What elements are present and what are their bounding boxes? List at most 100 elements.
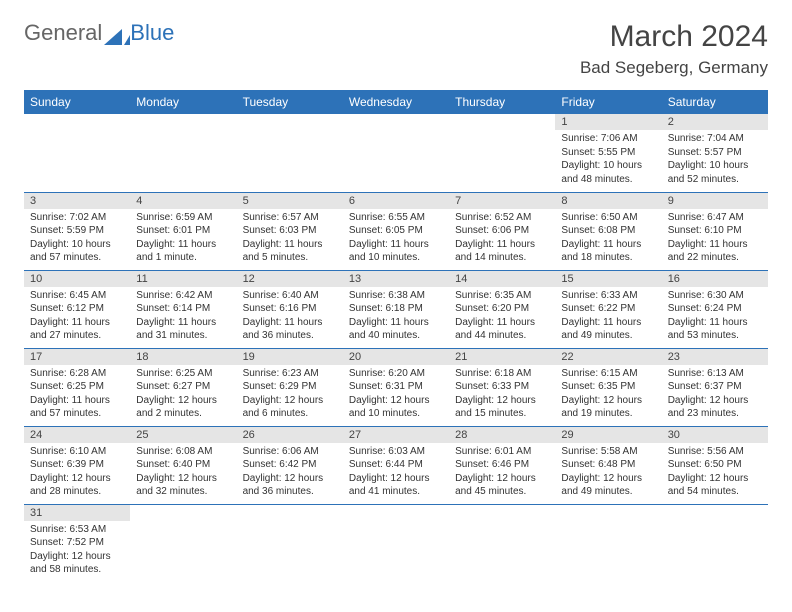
day-detail-line: and 31 minutes. xyxy=(136,329,230,343)
calendar-day-cell: 6Sunrise: 6:55 AMSunset: 6:05 PMDaylight… xyxy=(343,192,449,270)
day-detail-line: and 58 minutes. xyxy=(30,563,124,577)
day-details: Sunrise: 6:53 AMSunset: 7:52 PMDaylight:… xyxy=(24,521,130,581)
day-detail-line: Sunset: 7:52 PM xyxy=(30,536,124,550)
day-detail-line: and 18 minutes. xyxy=(561,251,655,265)
day-details: Sunrise: 6:15 AMSunset: 6:35 PMDaylight:… xyxy=(555,365,661,425)
day-detail-line: Sunset: 5:57 PM xyxy=(668,146,762,160)
day-detail-line: Daylight: 10 hours xyxy=(30,238,124,252)
weekday-header-row: SundayMondayTuesdayWednesdayThursdayFrid… xyxy=(24,90,768,114)
day-number: 30 xyxy=(662,427,768,443)
weekday-header: Saturday xyxy=(662,90,768,114)
weekday-header: Thursday xyxy=(449,90,555,114)
day-detail-line: Sunrise: 6:42 AM xyxy=(136,289,230,303)
logo: General Blue xyxy=(24,20,174,46)
day-detail-line: Sunset: 6:08 PM xyxy=(561,224,655,238)
day-details: Sunrise: 6:25 AMSunset: 6:27 PMDaylight:… xyxy=(130,365,236,425)
day-detail-line: and 36 minutes. xyxy=(243,485,337,499)
day-detail-line: and 57 minutes. xyxy=(30,407,124,421)
day-detail-line: Sunset: 6:18 PM xyxy=(349,302,443,316)
day-details: Sunrise: 6:47 AMSunset: 6:10 PMDaylight:… xyxy=(662,209,768,269)
day-number: 3 xyxy=(24,193,130,209)
day-detail-line: Sunrise: 5:56 AM xyxy=(668,445,762,459)
day-detail-line: Daylight: 11 hours xyxy=(455,238,549,252)
day-detail-line: Sunset: 6:50 PM xyxy=(668,458,762,472)
day-detail-line: and 57 minutes. xyxy=(30,251,124,265)
day-detail-line: Sunrise: 6:35 AM xyxy=(455,289,549,303)
calendar-day-cell xyxy=(343,114,449,192)
day-detail-line: Daylight: 11 hours xyxy=(349,238,443,252)
day-number: 16 xyxy=(662,271,768,287)
calendar-day-cell xyxy=(130,504,236,582)
day-detail-line: Sunset: 6:03 PM xyxy=(243,224,337,238)
calendar-week-row: 24Sunrise: 6:10 AMSunset: 6:39 PMDayligh… xyxy=(24,426,768,504)
day-detail-line: Sunrise: 6:47 AM xyxy=(668,211,762,225)
calendar-day-cell: 14Sunrise: 6:35 AMSunset: 6:20 PMDayligh… xyxy=(449,270,555,348)
day-number: 29 xyxy=(555,427,661,443)
day-detail-line: Daylight: 11 hours xyxy=(668,238,762,252)
day-detail-line: Daylight: 12 hours xyxy=(668,394,762,408)
day-detail-line: Sunset: 6:01 PM xyxy=(136,224,230,238)
title-block: March 2024 Bad Segeberg, Germany xyxy=(580,20,768,78)
day-detail-line: Daylight: 11 hours xyxy=(561,238,655,252)
calendar-day-cell: 28Sunrise: 6:01 AMSunset: 6:46 PMDayligh… xyxy=(449,426,555,504)
day-number: 25 xyxy=(130,427,236,443)
calendar-week-row: 31Sunrise: 6:53 AMSunset: 7:52 PMDayligh… xyxy=(24,504,768,582)
calendar-day-cell: 5Sunrise: 6:57 AMSunset: 6:03 PMDaylight… xyxy=(237,192,343,270)
calendar-day-cell: 2Sunrise: 7:04 AMSunset: 5:57 PMDaylight… xyxy=(662,114,768,192)
day-number: 5 xyxy=(237,193,343,209)
day-detail-line: Sunrise: 6:59 AM xyxy=(136,211,230,225)
weekday-header: Tuesday xyxy=(237,90,343,114)
day-detail-line: Daylight: 12 hours xyxy=(30,550,124,564)
calendar-day-cell xyxy=(449,504,555,582)
day-detail-line: and 41 minutes. xyxy=(349,485,443,499)
day-details: Sunrise: 6:10 AMSunset: 6:39 PMDaylight:… xyxy=(24,443,130,503)
day-details: Sunrise: 6:52 AMSunset: 6:06 PMDaylight:… xyxy=(449,209,555,269)
day-detail-line: Sunrise: 6:08 AM xyxy=(136,445,230,459)
day-detail-line: Daylight: 10 hours xyxy=(561,159,655,173)
day-detail-line: Sunrise: 6:57 AM xyxy=(243,211,337,225)
calendar-day-cell xyxy=(237,114,343,192)
calendar-day-cell: 16Sunrise: 6:30 AMSunset: 6:24 PMDayligh… xyxy=(662,270,768,348)
day-detail-line: and 27 minutes. xyxy=(30,329,124,343)
calendar-week-row: 1Sunrise: 7:06 AMSunset: 5:55 PMDaylight… xyxy=(24,114,768,192)
calendar-day-cell: 21Sunrise: 6:18 AMSunset: 6:33 PMDayligh… xyxy=(449,348,555,426)
day-detail-line: Daylight: 12 hours xyxy=(561,472,655,486)
weekday-header: Monday xyxy=(130,90,236,114)
day-detail-line: and 52 minutes. xyxy=(668,173,762,187)
day-number: 12 xyxy=(237,271,343,287)
day-detail-line: Sunset: 6:29 PM xyxy=(243,380,337,394)
calendar-day-cell: 30Sunrise: 5:56 AMSunset: 6:50 PMDayligh… xyxy=(662,426,768,504)
day-details: Sunrise: 7:04 AMSunset: 5:57 PMDaylight:… xyxy=(662,130,768,190)
day-number: 9 xyxy=(662,193,768,209)
day-detail-line: and 10 minutes. xyxy=(349,251,443,265)
calendar-day-cell: 20Sunrise: 6:20 AMSunset: 6:31 PMDayligh… xyxy=(343,348,449,426)
day-detail-line: Sunrise: 7:02 AM xyxy=(30,211,124,225)
day-detail-line: Daylight: 12 hours xyxy=(349,472,443,486)
day-number: 20 xyxy=(343,349,449,365)
day-detail-line: and 2 minutes. xyxy=(136,407,230,421)
day-details: Sunrise: 6:59 AMSunset: 6:01 PMDaylight:… xyxy=(130,209,236,269)
day-detail-line: Daylight: 12 hours xyxy=(136,394,230,408)
day-detail-line: and 49 minutes. xyxy=(561,485,655,499)
day-detail-line: Sunset: 6:40 PM xyxy=(136,458,230,472)
day-number: 21 xyxy=(449,349,555,365)
day-detail-line: Daylight: 11 hours xyxy=(136,238,230,252)
calendar-day-cell xyxy=(237,504,343,582)
day-detail-line: and 19 minutes. xyxy=(561,407,655,421)
day-detail-line: Sunrise: 6:13 AM xyxy=(668,367,762,381)
day-detail-line: Sunrise: 6:18 AM xyxy=(455,367,549,381)
day-detail-line: Sunrise: 6:50 AM xyxy=(561,211,655,225)
calendar-day-cell: 26Sunrise: 6:06 AMSunset: 6:42 PMDayligh… xyxy=(237,426,343,504)
calendar-day-cell: 9Sunrise: 6:47 AMSunset: 6:10 PMDaylight… xyxy=(662,192,768,270)
logo-text-blue: Blue xyxy=(130,20,174,46)
day-number: 10 xyxy=(24,271,130,287)
calendar-day-cell: 13Sunrise: 6:38 AMSunset: 6:18 PMDayligh… xyxy=(343,270,449,348)
header: General Blue March 2024 Bad Segeberg, Ge… xyxy=(24,20,768,78)
day-number: 24 xyxy=(24,427,130,443)
day-details: Sunrise: 6:18 AMSunset: 6:33 PMDaylight:… xyxy=(449,365,555,425)
day-detail-line: Sunset: 6:05 PM xyxy=(349,224,443,238)
day-detail-line: and 5 minutes. xyxy=(243,251,337,265)
day-detail-line: Daylight: 11 hours xyxy=(668,316,762,330)
day-detail-line: and 53 minutes. xyxy=(668,329,762,343)
day-number: 22 xyxy=(555,349,661,365)
